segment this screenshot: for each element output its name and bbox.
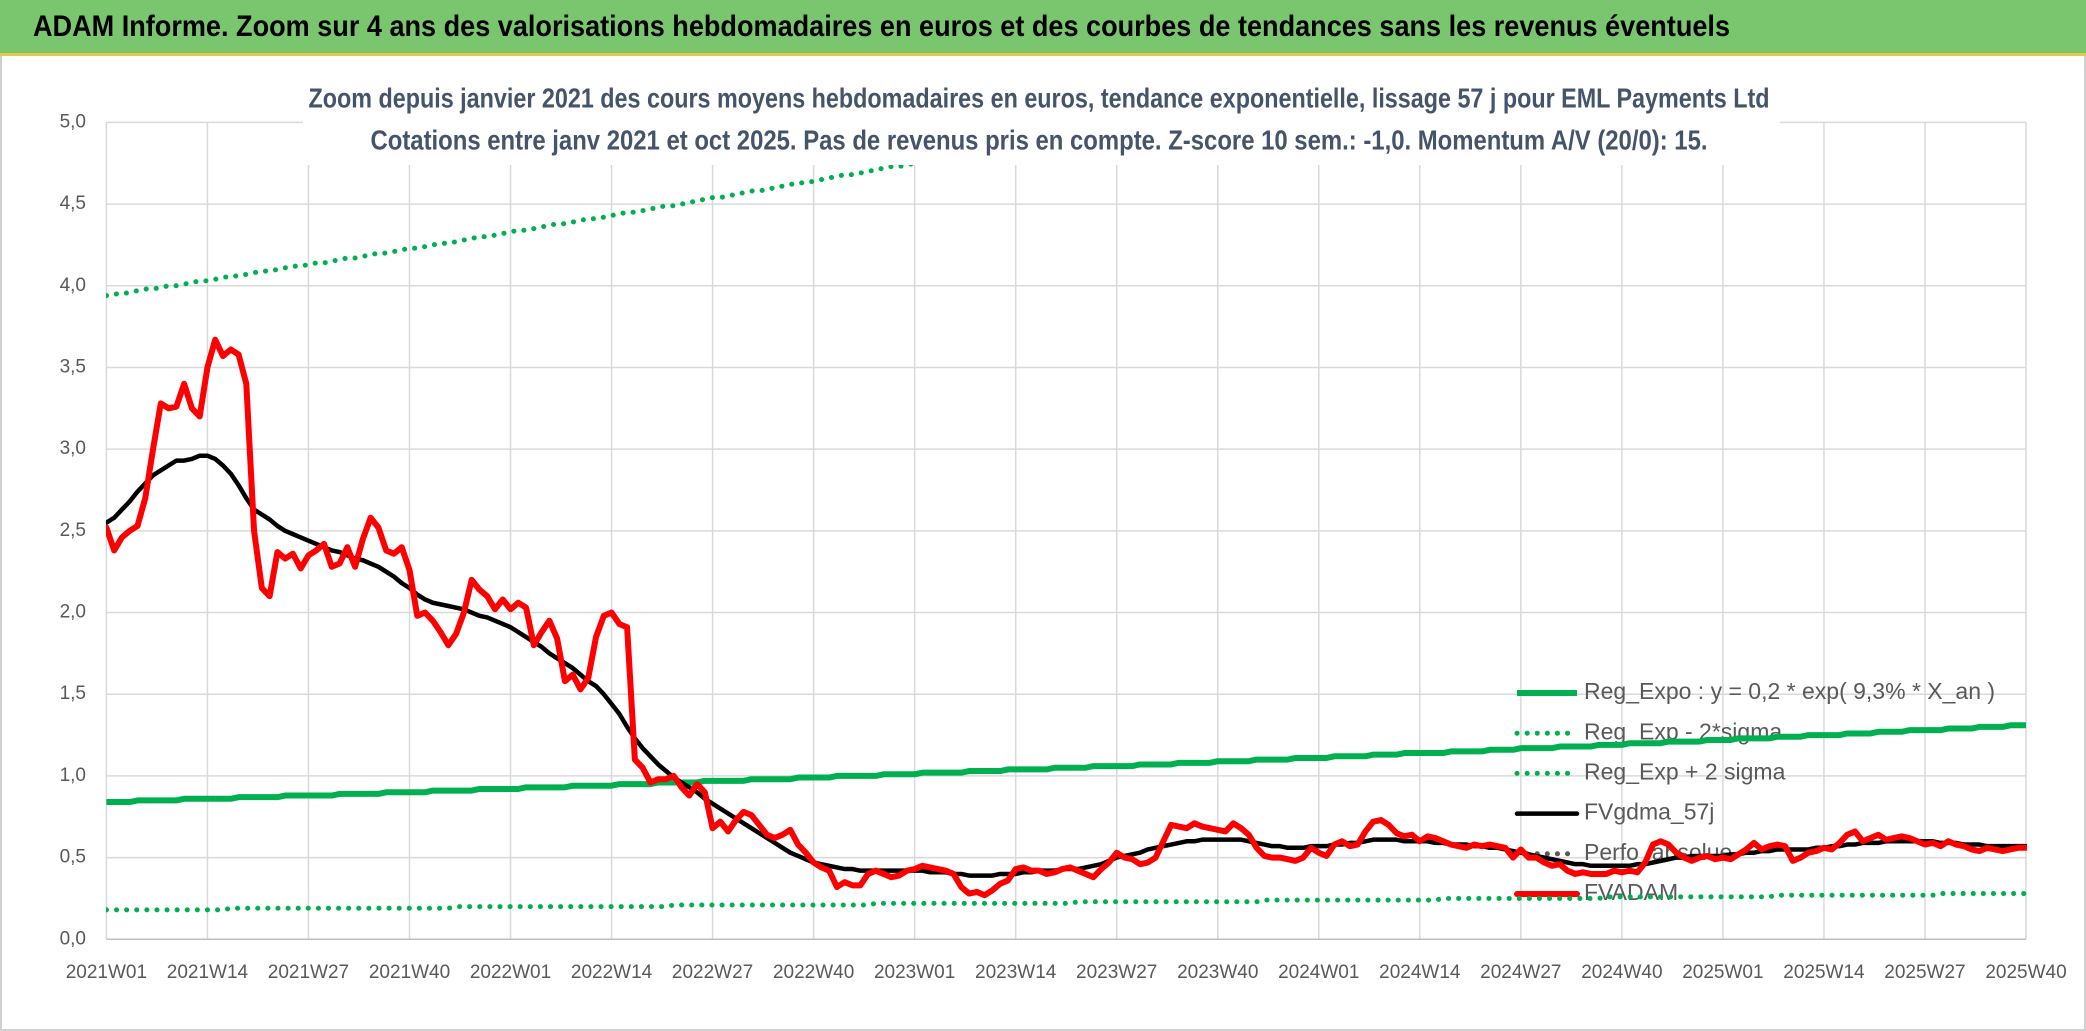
- x-tick-label: 2025W40: [1985, 962, 2066, 983]
- legend-label: Reg_Expo : y = 0,2 * exp( 9,3% * X_an ): [1584, 678, 1995, 704]
- legend-label: Reg_Exp + 2 sigma: [1584, 758, 1786, 784]
- legend-label: FVADAM: [1584, 879, 1678, 905]
- x-tick-label: 2025W14: [1783, 962, 1865, 983]
- y-tick-label: 2,0: [60, 602, 86, 623]
- x-tick-label: 2024W14: [1379, 962, 1461, 983]
- x-tick-label: 2023W14: [975, 962, 1057, 983]
- series-line: [106, 336, 2027, 899]
- series-line: [106, 122, 1147, 299]
- x-tick-label: 2021W14: [167, 962, 249, 983]
- y-tick-label: 5,0: [60, 111, 86, 132]
- header-rule: [0, 53, 2086, 56]
- y-tick-label: 3,0: [60, 438, 86, 459]
- title-box: [303, 82, 1780, 165]
- x-tick-label: 2023W01: [874, 962, 955, 983]
- x-tick-label: 2022W14: [571, 962, 653, 983]
- grid: 0,0 0,5 1,0 1,5 2,0 2,5 3,0 3,5 4,0 4,5 5,0 2021W01…: [60, 111, 2067, 983]
- chart-subtitle: Cotations entre janv 2021 et oct 2025. P…: [371, 124, 1708, 155]
- y-tick-label: 4,0: [60, 275, 86, 296]
- y-tick-label: 0,5: [60, 847, 86, 868]
- x-tick-label: 2025W27: [1884, 962, 1965, 983]
- series-line: [106, 891, 2027, 913]
- x-tick-label: 2021W01: [66, 962, 147, 983]
- legend: Reg_Expo : y = 0,2 * exp( 9,3% * X_an ) R…: [1514, 678, 1995, 905]
- x-tick-label: 2023W40: [1177, 962, 1258, 983]
- x-tick-label: 2024W40: [1581, 962, 1662, 983]
- x-tick-label: 2021W27: [268, 962, 349, 983]
- x-tick-label: 2025W01: [1682, 962, 1763, 983]
- chart-title: Zoom depuis janvier 2021 des cours moyen…: [309, 82, 1770, 113]
- legend-label: FVgdma_57j: [1584, 799, 1714, 825]
- x-tick-label: 2024W01: [1278, 962, 1359, 983]
- series-line: [106, 722, 2026, 806]
- x-tick-label: 2021W40: [369, 962, 450, 983]
- x-tick-label: 2022W27: [672, 962, 753, 983]
- y-tick-label: 3,5: [60, 356, 86, 377]
- y-tick-label: 1,5: [60, 683, 86, 704]
- x-tick-label: 2022W40: [773, 962, 854, 983]
- x-tick-label: 2023W27: [1076, 962, 1157, 983]
- x-tick-label: 2022W01: [470, 962, 551, 983]
- x-tick-label: 2024W27: [1480, 962, 1561, 983]
- y-tick-label: 4,5: [60, 193, 86, 214]
- y-tick-label: 0,0: [60, 928, 86, 949]
- series: [106, 122, 2027, 913]
- y-tick-label: 1,0: [60, 765, 86, 786]
- header-band: [0, 0, 2086, 53]
- page-title: ADAM Informe. Zoom sur 4 ans des valoris…: [33, 10, 1730, 43]
- y-tick-label: 2,5: [60, 520, 86, 541]
